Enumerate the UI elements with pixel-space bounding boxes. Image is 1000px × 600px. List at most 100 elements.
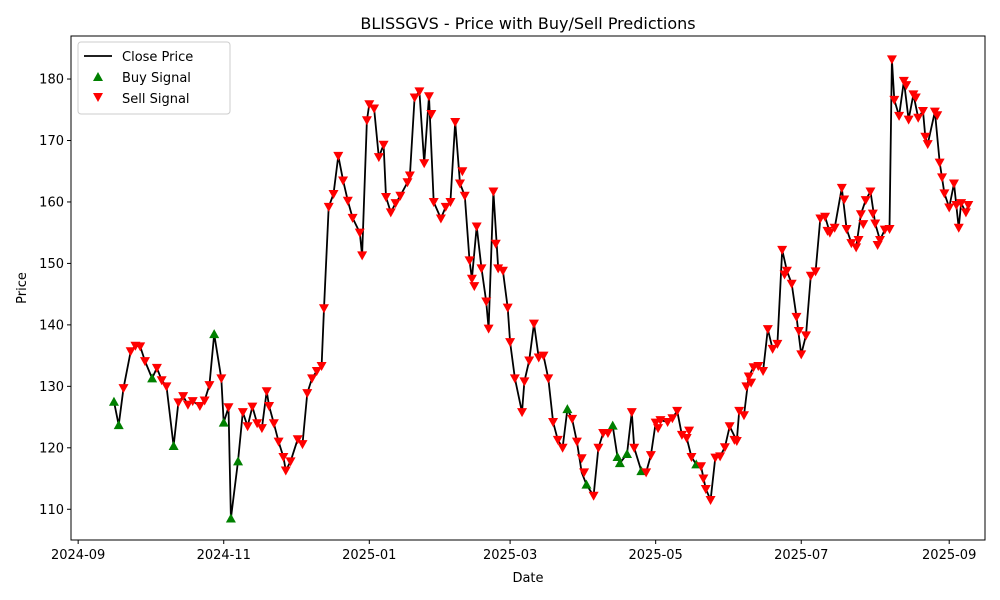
sell-signal-marker bbox=[836, 183, 847, 193]
sell-signal-marker bbox=[182, 400, 193, 410]
y-tick-label: 160 bbox=[39, 195, 64, 210]
sell-signal-marker bbox=[333, 151, 344, 161]
sell-signal-marker bbox=[194, 402, 205, 412]
sell-signal-marker bbox=[402, 178, 413, 188]
sell-signal-marker bbox=[932, 111, 943, 121]
sell-signal-marker bbox=[517, 408, 528, 418]
sell-signal-marker bbox=[378, 140, 389, 150]
sell-signal-marker bbox=[731, 437, 742, 447]
sell-signal-marker bbox=[538, 351, 549, 361]
sell-signal-marker bbox=[567, 414, 578, 424]
legend-buy-swatch bbox=[93, 72, 103, 81]
sell-signal-marker bbox=[373, 153, 384, 163]
sell-signal-marker bbox=[471, 222, 482, 232]
y-axis-label: Price bbox=[15, 272, 30, 304]
sell-signal-marker bbox=[960, 208, 971, 218]
sell-signal-marker bbox=[347, 213, 358, 223]
x-tick-label: 2025-01 bbox=[342, 548, 396, 563]
sell-signal-marker bbox=[672, 406, 683, 416]
sell-signal-marker bbox=[686, 453, 697, 463]
sell-signal-marker bbox=[497, 266, 508, 276]
buy-signal-markers bbox=[108, 329, 702, 523]
x-tick-label: 2025-03 bbox=[483, 548, 537, 563]
sell-signal-marker bbox=[593, 443, 604, 453]
sell-signal-marker bbox=[867, 209, 878, 219]
sell-signal-marker bbox=[316, 362, 327, 372]
sell-signal-marker bbox=[865, 187, 876, 197]
sell-signal-marker bbox=[476, 264, 487, 274]
sell-signal-marker bbox=[139, 357, 150, 367]
sell-signal-marker bbox=[519, 377, 530, 387]
sell-signal-marker bbox=[793, 327, 804, 337]
sell-signal-marker bbox=[464, 256, 475, 266]
sell-signal-marker bbox=[894, 111, 905, 121]
y-axis: 110 120 130 140 150 160 170 180 bbox=[39, 73, 71, 518]
sell-signal-marker bbox=[772, 339, 783, 349]
sell-signal-marker bbox=[273, 437, 284, 447]
sell-signal-marker bbox=[328, 189, 339, 199]
sell-signal-marker bbox=[715, 452, 726, 462]
sell-signal-marker bbox=[786, 279, 797, 289]
sell-signal-marker bbox=[268, 419, 279, 429]
sell-signal-marker bbox=[676, 430, 687, 440]
sell-signal-marker bbox=[719, 443, 730, 453]
sell-signal-marker bbox=[913, 113, 924, 123]
sell-signal-marker bbox=[395, 191, 406, 201]
sell-signal-marker bbox=[796, 350, 807, 360]
plot-area bbox=[108, 55, 974, 523]
sell-signal-marker bbox=[135, 342, 146, 352]
sell-signal-marker bbox=[552, 435, 563, 445]
sell-signal-marker bbox=[557, 443, 568, 453]
sell-signal-marker bbox=[247, 402, 258, 412]
sell-signal-marker bbox=[173, 398, 184, 408]
sell-signal-marker bbox=[454, 179, 465, 189]
sell-signal-marker bbox=[323, 202, 334, 212]
legend-box bbox=[77, 41, 231, 115]
sell-signal-marker bbox=[705, 496, 716, 506]
buy-signal-marker bbox=[581, 479, 592, 489]
sell-signal-marker bbox=[292, 435, 303, 445]
sell-signal-marker bbox=[223, 403, 234, 413]
sell-signal-marker bbox=[653, 424, 664, 434]
sell-signal-marker bbox=[502, 303, 513, 313]
legend-buy-label: Buy Signal bbox=[122, 71, 191, 86]
buy-signal-marker bbox=[225, 513, 236, 523]
chart-title: BLISSGVS - Price with Buy/Sell Predictio… bbox=[360, 14, 695, 33]
sell-signal-marker bbox=[156, 376, 167, 386]
sell-signal-marker bbox=[758, 366, 769, 376]
sell-signal-marker bbox=[440, 202, 451, 212]
sell-signal-marker bbox=[419, 159, 430, 169]
sell-signal-marker bbox=[791, 312, 802, 322]
sell-signal-marker bbox=[409, 93, 420, 103]
sell-signal-marker bbox=[426, 110, 437, 120]
sell-signal-marker bbox=[839, 195, 850, 205]
sell-signal-marker bbox=[579, 468, 590, 478]
sell-signal-marker bbox=[917, 106, 928, 116]
sell-signal-marker bbox=[903, 115, 914, 125]
sell-signal-marker bbox=[684, 426, 695, 436]
sell-signal-marker bbox=[937, 173, 948, 183]
sell-signal-marker bbox=[667, 414, 678, 424]
sell-signal-marker bbox=[357, 251, 368, 261]
sell-signal-marker bbox=[801, 331, 812, 341]
sell-signal-marker bbox=[483, 324, 494, 334]
sell-signal-marker bbox=[338, 176, 349, 186]
x-axis-label: Date bbox=[512, 571, 543, 586]
sell-signal-marker bbox=[528, 319, 539, 329]
sell-signal-marker bbox=[261, 387, 272, 397]
sell-signal-marker bbox=[161, 382, 172, 392]
sell-signal-marker bbox=[543, 374, 554, 384]
sell-signal-marker bbox=[318, 304, 329, 314]
buy-signal-marker bbox=[614, 458, 625, 468]
sell-signal-marker bbox=[466, 274, 477, 284]
sell-signal-marker bbox=[414, 87, 425, 97]
sell-signal-marker bbox=[874, 236, 885, 246]
sell-signal-marker bbox=[681, 433, 692, 443]
sell-signal-marker bbox=[922, 140, 933, 150]
sell-signal-marker bbox=[662, 417, 673, 427]
sell-signal-marker bbox=[641, 468, 652, 478]
x-tick-label: 2025-07 bbox=[774, 548, 828, 563]
sell-signal-marker bbox=[824, 228, 835, 238]
y-tick-label: 150 bbox=[39, 257, 64, 272]
buy-signal-marker bbox=[562, 404, 573, 414]
